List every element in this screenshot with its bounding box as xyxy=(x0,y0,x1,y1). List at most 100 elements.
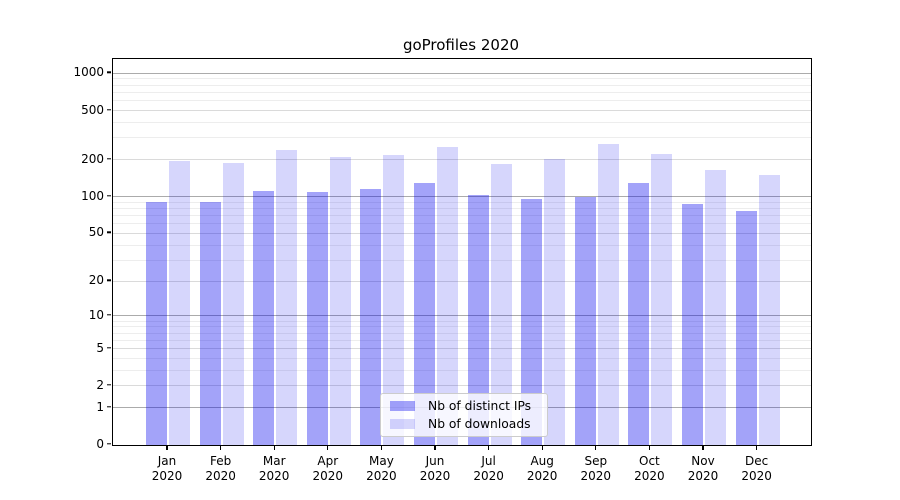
y-tick-mark xyxy=(107,108,111,111)
gridline-60 xyxy=(113,223,811,225)
y-tick-label-0: 0 xyxy=(96,437,104,451)
bar-jan-distinct-ips xyxy=(146,202,167,445)
gridline-500 xyxy=(113,110,811,111)
gridline-70 xyxy=(113,215,811,217)
bar-jul-downloads xyxy=(490,164,512,445)
y-tick-mark xyxy=(107,157,111,160)
x-tick-label-feb: Feb 2020 xyxy=(205,453,236,484)
y-tick-label-100: 100 xyxy=(81,188,104,203)
y-tick-label-2: 2 xyxy=(96,377,104,392)
x-tick-mark xyxy=(327,445,329,450)
legend-swatch-downloads xyxy=(390,418,415,430)
gridline-80 xyxy=(113,208,811,210)
gridline-10 xyxy=(113,315,811,317)
x-tick-label-dec: Dec 2020 xyxy=(741,453,772,484)
bar-jul-distinct-ips xyxy=(467,194,489,445)
gridline-4 xyxy=(113,357,811,359)
y-tick-label-10: 10 xyxy=(88,307,104,322)
bar-oct-downloads xyxy=(651,153,673,445)
x-tick-label-apr: Apr 2020 xyxy=(312,453,344,484)
legend-item-downloads: Nb of downloads xyxy=(390,416,538,431)
gridline-800 xyxy=(113,84,811,86)
bar-sep-downloads xyxy=(597,143,619,445)
y-axis-tick-marks xyxy=(107,58,111,445)
bar-jun-downloads xyxy=(437,147,458,445)
x-axis: Jan 2020 Feb 2020 Mar 2020 Apr 2020 May 2020… xyxy=(112,445,810,496)
y-tick-mark xyxy=(107,384,111,386)
gridline-900 xyxy=(113,78,811,80)
bar-sep-distinct-ips xyxy=(574,197,596,445)
bar-jan-downloads xyxy=(169,161,190,445)
x-tick-label-nov: Nov 2020 xyxy=(687,453,719,484)
bar-dec-distinct-ips xyxy=(735,210,757,445)
gridline-6 xyxy=(113,339,811,341)
y-tick-label-20: 20 xyxy=(88,273,104,288)
y-tick-mark xyxy=(107,231,111,234)
bar-mar-downloads xyxy=(276,150,298,445)
legend-label-distinct-ips: Nb of distinct IPs xyxy=(428,398,532,413)
bar-jun-distinct-ips xyxy=(414,183,435,445)
y-tick-mark xyxy=(107,406,111,408)
legend: Nb of distinct IPs Nb of downloads xyxy=(380,393,548,437)
y-tick-label-1000: 1000 xyxy=(73,65,104,80)
bar-aug-downloads xyxy=(544,158,566,445)
x-tick-mark xyxy=(702,445,704,450)
y-tick-mark xyxy=(107,71,111,73)
x-tick-label-oct: Oct 2020 xyxy=(634,453,665,484)
y-tick-label-200: 200 xyxy=(81,151,104,166)
gridline-3 xyxy=(113,369,811,371)
bar-apr-distinct-ips xyxy=(306,192,328,445)
x-tick-label-sep: Sep 2020 xyxy=(580,453,612,484)
x-tick-mark xyxy=(166,445,168,450)
gridline-50 xyxy=(113,232,811,234)
legend-swatch-distinct-ips xyxy=(390,400,415,412)
gridline-8 xyxy=(113,326,811,328)
x-tick-label-may: May 2020 xyxy=(366,453,397,484)
x-tick-mark xyxy=(273,445,275,450)
y-tick-mark xyxy=(107,314,111,316)
y-tick-label-5: 5 xyxy=(96,340,104,355)
y-tick-mark xyxy=(107,279,111,281)
bar-may-distinct-ips xyxy=(360,189,382,445)
gridline-600 xyxy=(113,100,811,102)
x-tick-label-mar: Mar 2020 xyxy=(258,453,290,484)
bar-nov-downloads xyxy=(705,169,726,445)
gridline-20 xyxy=(113,280,811,282)
gridline-700 xyxy=(113,91,811,93)
x-tick-label-jul: Jul 2020 xyxy=(473,453,504,484)
y-tick-mark xyxy=(107,346,111,349)
legend-label-downloads: Nb of downloads xyxy=(428,416,531,431)
bar-oct-distinct-ips xyxy=(628,183,650,445)
y-tick-mark xyxy=(107,194,111,197)
y-tick-label-500: 500 xyxy=(81,102,104,117)
x-tick-label-jan: Jan 2020 xyxy=(151,453,183,484)
bar-apr-downloads xyxy=(329,157,351,445)
bar-dec-downloads xyxy=(758,175,780,445)
bar-mar-distinct-ips xyxy=(253,191,275,445)
x-tick-mark xyxy=(380,445,383,450)
gridline-2 xyxy=(113,385,811,387)
x-tick-mark xyxy=(648,445,651,450)
bar-nov-distinct-ips xyxy=(682,204,703,445)
gridline-300 xyxy=(113,137,811,139)
x-tick-mark xyxy=(755,445,758,450)
gridline-90 xyxy=(113,201,811,203)
gridline-7 xyxy=(113,332,811,334)
gridline-30 xyxy=(113,259,811,261)
y-tick-label-50: 50 xyxy=(88,225,104,240)
bar-feb-distinct-ips xyxy=(199,201,221,445)
gridline-100 xyxy=(113,196,811,198)
bar-feb-downloads xyxy=(222,162,244,445)
y-tick-mark xyxy=(107,443,111,445)
gridline-9 xyxy=(113,320,811,322)
y-tick-label-1: 1 xyxy=(96,399,104,414)
x-tick-mark xyxy=(434,445,436,450)
gridline-1000 xyxy=(113,72,811,74)
x-tick-mark xyxy=(541,445,543,450)
x-tick-mark xyxy=(219,445,222,450)
x-tick-mark xyxy=(595,445,597,450)
gridline-200 xyxy=(113,159,811,161)
chart-title: goProfiles 2020 xyxy=(402,36,520,54)
plot-area: Nb of distinct IPs Nb of downloads xyxy=(112,58,812,446)
x-tick-mark xyxy=(487,445,490,450)
